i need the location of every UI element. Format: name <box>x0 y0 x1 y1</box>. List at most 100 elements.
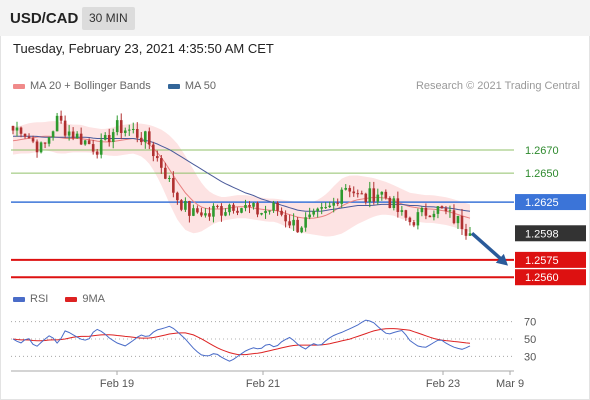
rsi-tick-0: 70 <box>524 317 536 329</box>
candle-92 <box>380 191 384 201</box>
candle-44 <box>188 200 191 223</box>
forecast-arrow-shaft <box>470 231 506 263</box>
candle-body <box>240 208 243 213</box>
chart-datetime: Tuesday, February 23, 2021 4:35:50 AM CE… <box>13 41 274 56</box>
rsi-ma-swatch <box>65 296 78 302</box>
candle-76 <box>316 207 319 218</box>
candle-body <box>11 125 15 131</box>
candle-80 <box>332 197 336 213</box>
timeframe-badge[interactable]: 30 MIN <box>82 7 135 30</box>
candle-82 <box>340 187 344 208</box>
candle-40 <box>172 171 175 198</box>
candle-90 <box>372 181 376 205</box>
candle-89 <box>368 181 372 208</box>
candle-12 <box>59 110 63 124</box>
candle-28 <box>123 127 127 137</box>
candle-body <box>91 144 95 152</box>
candle-body <box>51 131 55 138</box>
candle-body <box>196 208 199 213</box>
level-label-bg-3 <box>515 225 586 242</box>
candle-body <box>372 188 376 202</box>
candle-body <box>384 191 388 198</box>
candle-body <box>79 133 83 145</box>
candle-47 <box>200 207 203 218</box>
legend-rsi-ma: 9MA <box>82 293 106 305</box>
level-label-4: 1.2575 <box>525 255 559 267</box>
candle-70 <box>292 213 295 232</box>
candle-43 <box>184 197 187 212</box>
candle-body <box>67 131 71 136</box>
candle-body <box>139 137 143 143</box>
candle-14 <box>67 125 71 141</box>
candle-body <box>360 193 364 195</box>
candle-body <box>380 191 384 195</box>
candles <box>11 110 472 240</box>
candle-body <box>216 205 219 207</box>
candle-75 <box>312 208 315 217</box>
candle-55 <box>232 203 235 214</box>
candle-25 <box>111 128 115 149</box>
symbol-title: USD/CAD <box>10 10 79 27</box>
level-label-2: 1.2625 <box>525 197 559 209</box>
x-tick-label-3: Mar 9 <box>496 378 524 390</box>
candle-26 <box>115 115 119 136</box>
candle-body <box>444 208 448 212</box>
candle-101 <box>416 208 420 230</box>
candle-body <box>364 193 368 202</box>
candle-0 <box>11 125 15 135</box>
candle-body <box>115 120 119 133</box>
candle-body <box>156 156 159 159</box>
candle-body <box>184 201 187 210</box>
candle-106 <box>436 206 440 219</box>
candle-body <box>119 120 123 133</box>
candle-body <box>460 215 464 230</box>
candle-104 <box>428 215 432 218</box>
candle-body <box>127 129 131 131</box>
level-label-bg-2 <box>515 194 586 211</box>
level-label-bg-4 <box>515 251 586 268</box>
candle-body <box>71 131 75 139</box>
candle-body <box>31 138 35 142</box>
candle-body <box>200 212 203 216</box>
candle-body <box>43 142 47 144</box>
candle-31 <box>135 122 139 143</box>
price-levels <box>11 149 514 279</box>
rsi-swatch <box>13 296 25 302</box>
candle-body <box>440 206 444 209</box>
candle-body <box>47 137 51 144</box>
candle-body <box>448 210 452 212</box>
candle-body <box>340 189 344 204</box>
candle-body <box>160 158 163 168</box>
candle-body <box>468 233 472 236</box>
candle-body <box>396 198 400 212</box>
candle-87 <box>360 190 364 195</box>
candle-57 <box>240 207 243 214</box>
candle-body <box>87 140 91 145</box>
candle-body <box>168 178 171 180</box>
candle-13 <box>63 115 67 138</box>
candle-39 <box>168 175 171 183</box>
candle-24 <box>107 128 111 147</box>
candle-body <box>39 142 43 153</box>
candle-114 <box>468 226 472 236</box>
x-tick-label-2: Feb 23 <box>426 378 460 390</box>
candle-2 <box>19 126 23 138</box>
candle-69 <box>288 214 291 229</box>
rsi-line <box>12 319 471 362</box>
candle-body <box>300 227 303 233</box>
candle-body <box>135 128 139 138</box>
candle-30 <box>131 122 135 134</box>
candle-body <box>15 127 19 131</box>
candle-7 <box>39 141 43 154</box>
candle-body <box>376 194 380 202</box>
candle-72 <box>300 226 303 234</box>
candle-body <box>19 127 23 134</box>
candle-body <box>416 212 420 226</box>
candle-body <box>412 222 416 226</box>
candle-18 <box>83 139 87 146</box>
candle-body <box>260 213 263 215</box>
candle-52 <box>220 203 223 222</box>
candle-102 <box>420 206 424 217</box>
candle-body <box>292 219 295 226</box>
candle-58 <box>244 199 247 212</box>
